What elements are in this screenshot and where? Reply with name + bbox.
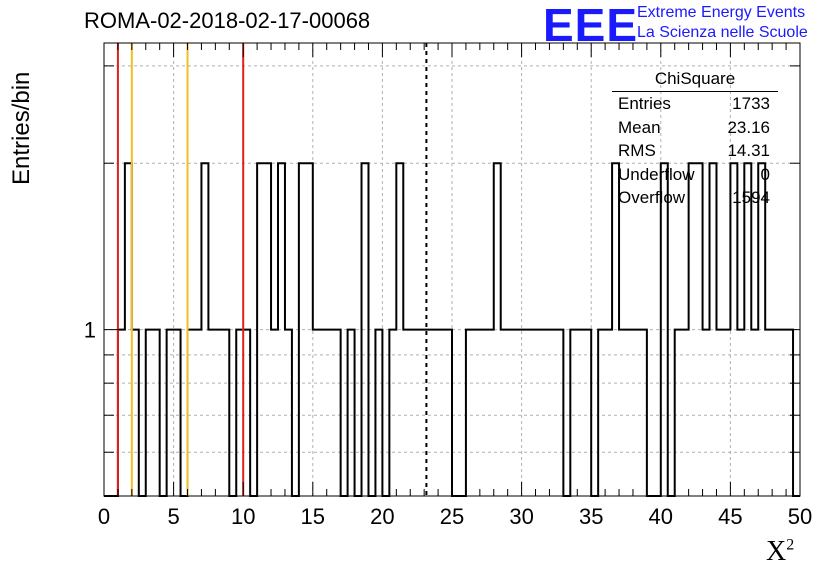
stats-value: 1594 [732,188,770,207]
logo-caption: Extreme Energy Events La Scienza nelle S… [637,3,808,43]
x-tick-label: 40 [649,504,673,529]
x-tick-label: 10 [231,504,255,529]
x-tick-label: 20 [370,504,394,529]
logo-line-1: Extreme Energy Events [637,4,806,21]
logo-line-2: La Scienza nelle Scuole [637,24,808,41]
histogram-step-line [104,162,800,497]
stats-box: ChiSquare Entries 1733 Mean 23.16 RMS 14… [612,68,778,210]
histogram-series [104,162,800,497]
x-axis-label: X2 [766,536,794,568]
stats-row-mean: Mean 23.16 [612,116,778,140]
x-tick-label: 0 [98,504,110,529]
stats-row-rms: RMS 14.31 [612,139,778,163]
x-tick-label: 25 [440,504,464,529]
x-tick-label: 5 [167,504,179,529]
stats-value: 23.16 [727,117,770,137]
x-tick-label: 15 [301,504,325,529]
y-axis-label: Entries/bin [8,71,35,185]
x-axis-label-base: X [766,536,787,567]
stats-label: Mean [618,117,661,137]
stats-label: Entries [618,94,671,113]
reference-lines [116,43,428,496]
x-tick-label: 50 [788,504,812,529]
x-tick-label: 35 [579,504,603,529]
x-axis-label-sup: 2 [786,536,795,554]
stats-value: 14.31 [727,141,770,160]
stats-row-overflow: Overflow 1594 [612,186,778,210]
chart-title: ROMA-02-2018-02-17-00068 [84,8,371,33]
x-tick-label: 45 [718,504,742,529]
stats-label: Overflow [618,188,686,207]
stats-row-underflow: Underflow 0 [612,163,778,187]
stats-label: RMS [618,141,656,160]
stats-value: 1733 [732,94,770,113]
axis-ticks: 0 5 10 15 20 25 30 35 40 45 50 1 [84,43,812,529]
y-tick-label: 1 [84,318,96,343]
x-tick-label: 30 [509,504,533,529]
eee-logo: EEE [543,0,639,51]
stats-row-entries: Entries 1733 [612,92,778,116]
stats-value: 0 [760,164,770,184]
stats-label: Underflow [618,164,695,184]
stats-title: ChiSquare [612,68,778,92]
